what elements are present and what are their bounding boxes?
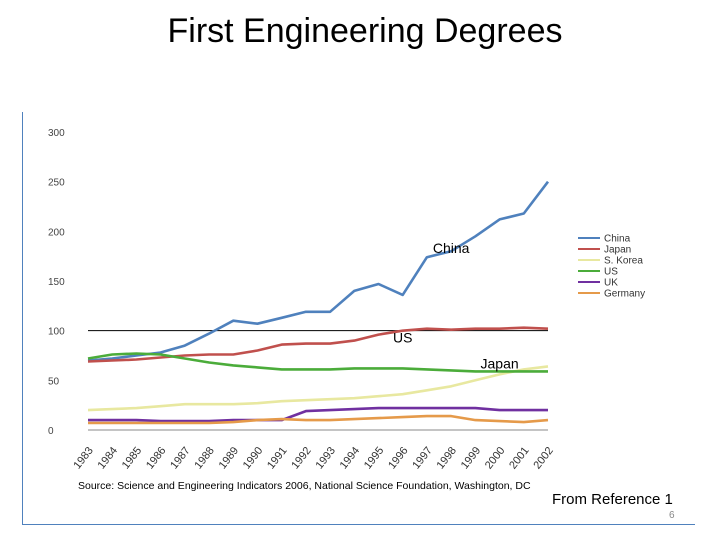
- x-tick-label: 1989: [217, 445, 242, 472]
- series-line-germany: [88, 414, 549, 425]
- legend-label: S. Korea: [604, 256, 643, 267]
- x-tick-label: 1983: [71, 445, 96, 472]
- series-line-uk: [88, 406, 548, 423]
- legend-label: US: [604, 267, 618, 278]
- x-tick-label: 2000: [483, 445, 508, 472]
- y-tick-label: 50: [48, 376, 60, 387]
- annotation-label: Japan: [481, 356, 519, 372]
- y-tick-label: 300: [48, 128, 65, 139]
- x-tick-label: 2001: [507, 445, 532, 472]
- legend-label: UK: [604, 278, 618, 289]
- slide-frame: [22, 112, 695, 525]
- x-tick-label: 1990: [241, 445, 266, 472]
- y-tick-label: 150: [48, 277, 65, 288]
- x-tick-label: 1984: [96, 445, 121, 472]
- x-tick-label: 2002: [531, 445, 556, 472]
- legend-label: Japan: [604, 245, 631, 256]
- reference-note: From Reference 1: [552, 491, 673, 508]
- series-line-japan: [87, 326, 549, 363]
- series-line-s-korea: [87, 365, 549, 412]
- annotation-label: US: [393, 329, 412, 345]
- x-tick-label: 1991: [265, 445, 290, 472]
- x-tick-label: 1997: [410, 445, 435, 472]
- annotation-label: China: [433, 240, 470, 256]
- series-line-china: [87, 180, 550, 362]
- legend-label: Germany: [604, 289, 645, 300]
- legend-label: China: [604, 234, 631, 245]
- page-number: 6: [669, 510, 675, 521]
- x-tick-label: 1986: [144, 445, 169, 472]
- x-tick-label: 1993: [313, 445, 338, 472]
- x-tick-label: 1994: [338, 445, 363, 472]
- slide-title: First Engineering Degrees: [167, 12, 563, 50]
- x-tick-label: 1995: [362, 445, 387, 472]
- x-tick-label: 1996: [386, 445, 411, 472]
- x-tick-label: 1992: [289, 445, 314, 472]
- y-tick-label: 200: [48, 227, 65, 238]
- y-tick-label: 0: [48, 426, 54, 437]
- x-tick-label: 1987: [168, 445, 193, 472]
- x-tick-label: 1985: [120, 445, 145, 472]
- y-tick-label: 100: [48, 327, 65, 338]
- x-tick-label: 1988: [192, 445, 217, 472]
- y-tick-label: 250: [48, 178, 65, 189]
- series-line-us: [87, 352, 548, 373]
- x-tick-label: 1999: [459, 445, 484, 472]
- x-tick-label: 1998: [435, 445, 460, 472]
- source-citation: Source: Science and Engineering Indicato…: [78, 480, 531, 492]
